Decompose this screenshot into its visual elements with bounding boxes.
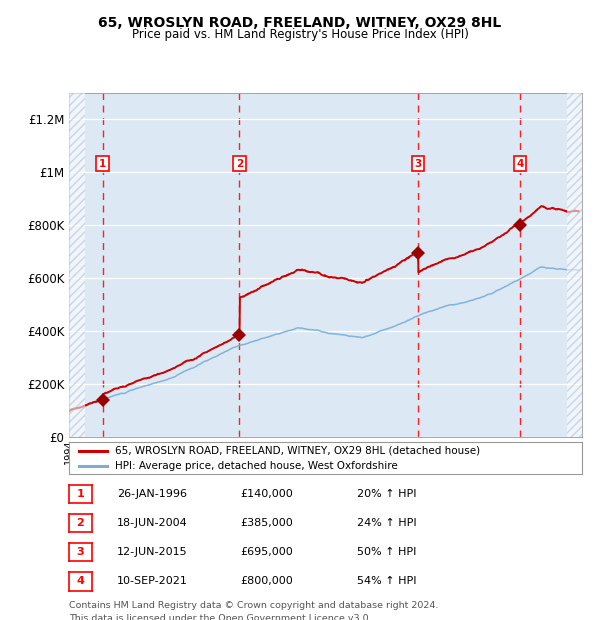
Text: 3: 3 [77,547,84,557]
Text: 18-JUN-2004: 18-JUN-2004 [117,518,188,528]
Text: 3: 3 [415,159,422,169]
Text: HPI: Average price, detached house, West Oxfordshire: HPI: Average price, detached house, West… [115,461,398,471]
Text: 26-JAN-1996: 26-JAN-1996 [117,489,187,499]
Bar [69,93,85,437]
Text: 2: 2 [77,518,84,528]
Text: £385,000: £385,000 [240,518,293,528]
Text: 65, WROSLYN ROAD, FREELAND, WITNEY, OX29 8HL (detached house): 65, WROSLYN ROAD, FREELAND, WITNEY, OX29… [115,446,480,456]
Text: 1: 1 [99,159,106,169]
Text: 4: 4 [516,159,524,169]
Text: £140,000: £140,000 [240,489,293,499]
Text: 65, WROSLYN ROAD, FREELAND, WITNEY, OX29 8HL: 65, WROSLYN ROAD, FREELAND, WITNEY, OX29… [98,16,502,30]
Text: 54% ↑ HPI: 54% ↑ HPI [357,576,416,587]
Bar [567,93,582,437]
Text: Price paid vs. HM Land Registry's House Price Index (HPI): Price paid vs. HM Land Registry's House … [131,28,469,41]
Text: £695,000: £695,000 [240,547,293,557]
Text: 1: 1 [77,489,84,499]
Text: 24% ↑ HPI: 24% ↑ HPI [357,518,416,528]
Text: 4: 4 [76,576,85,587]
Text: 12-JUN-2015: 12-JUN-2015 [117,547,188,557]
Text: This data is licensed under the Open Government Licence v3.0.: This data is licensed under the Open Gov… [69,614,371,620]
Text: 10-SEP-2021: 10-SEP-2021 [117,576,188,587]
Text: £800,000: £800,000 [240,576,293,587]
Text: 50% ↑ HPI: 50% ↑ HPI [357,547,416,557]
Text: 2: 2 [236,159,243,169]
Text: 20% ↑ HPI: 20% ↑ HPI [357,489,416,499]
Text: Contains HM Land Registry data © Crown copyright and database right 2024.: Contains HM Land Registry data © Crown c… [69,601,439,610]
